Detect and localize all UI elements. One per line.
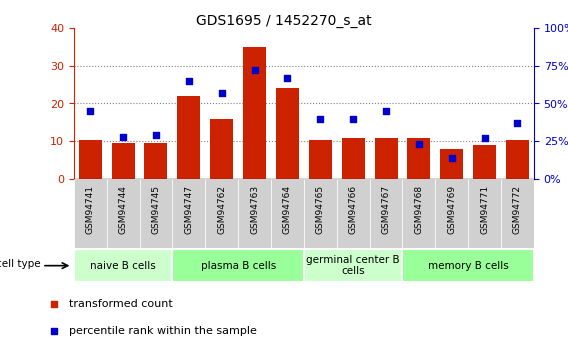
Text: percentile rank within the sample: percentile rank within the sample (69, 326, 257, 336)
FancyBboxPatch shape (468, 179, 501, 248)
Bar (473, 145, 496, 179)
Point (447, 155, 456, 161)
Point (86, 108, 95, 114)
Text: GSM94764: GSM94764 (283, 185, 292, 234)
FancyBboxPatch shape (173, 249, 304, 282)
FancyBboxPatch shape (205, 179, 238, 248)
Text: memory B cells: memory B cells (428, 261, 508, 270)
Point (480, 136, 489, 141)
Point (414, 142, 423, 147)
Text: cell type: cell type (0, 259, 41, 269)
Point (283, 75, 292, 80)
FancyBboxPatch shape (238, 179, 271, 248)
FancyBboxPatch shape (173, 179, 205, 248)
Text: GSM94771: GSM94771 (480, 185, 489, 234)
Text: GSM94768: GSM94768 (415, 185, 423, 234)
Text: GSM94744: GSM94744 (119, 185, 128, 234)
Text: GSM94762: GSM94762 (217, 185, 226, 234)
FancyBboxPatch shape (271, 179, 304, 248)
Bar (177, 96, 201, 179)
Bar (440, 149, 463, 179)
Point (184, 78, 193, 83)
Text: GSM94769: GSM94769 (447, 185, 456, 234)
FancyBboxPatch shape (370, 179, 403, 248)
Bar (243, 47, 266, 179)
Bar (276, 88, 299, 179)
Bar (79, 139, 102, 179)
FancyBboxPatch shape (74, 249, 173, 282)
Text: GSM94763: GSM94763 (250, 185, 259, 234)
Point (512, 189, 521, 195)
Text: germinal center B
cells: germinal center B cells (306, 255, 400, 276)
Text: plasma B cells: plasma B cells (201, 261, 276, 270)
FancyBboxPatch shape (140, 179, 173, 248)
FancyBboxPatch shape (403, 179, 435, 248)
Point (217, 90, 226, 96)
Bar (506, 139, 529, 179)
FancyBboxPatch shape (304, 179, 337, 248)
Point (513, 120, 522, 126)
Bar (112, 144, 135, 179)
Text: GSM94766: GSM94766 (349, 185, 358, 234)
Text: GSM94747: GSM94747 (185, 185, 193, 234)
Text: GSM94741: GSM94741 (86, 185, 95, 234)
Text: GSM94772: GSM94772 (513, 185, 522, 234)
Text: transformed count: transformed count (69, 299, 173, 308)
Bar (210, 119, 233, 179)
Point (152, 132, 161, 138)
Bar (407, 138, 431, 179)
Point (349, 116, 358, 121)
FancyBboxPatch shape (74, 179, 107, 248)
Point (316, 116, 325, 121)
FancyBboxPatch shape (501, 179, 534, 248)
FancyBboxPatch shape (337, 179, 370, 248)
Point (382, 108, 391, 114)
Point (119, 134, 128, 140)
Bar (309, 139, 332, 179)
Bar (144, 144, 168, 179)
Bar (342, 138, 365, 179)
Text: GDS1695 / 1452270_s_at: GDS1695 / 1452270_s_at (196, 14, 372, 28)
Text: GSM94767: GSM94767 (382, 185, 391, 234)
Text: GSM94745: GSM94745 (152, 185, 161, 234)
FancyBboxPatch shape (403, 249, 534, 282)
Text: naive B cells: naive B cells (90, 261, 156, 270)
Point (250, 67, 259, 73)
Bar (374, 138, 398, 179)
FancyBboxPatch shape (107, 179, 140, 248)
FancyBboxPatch shape (435, 179, 468, 248)
FancyBboxPatch shape (304, 249, 403, 282)
Text: GSM94765: GSM94765 (316, 185, 325, 234)
